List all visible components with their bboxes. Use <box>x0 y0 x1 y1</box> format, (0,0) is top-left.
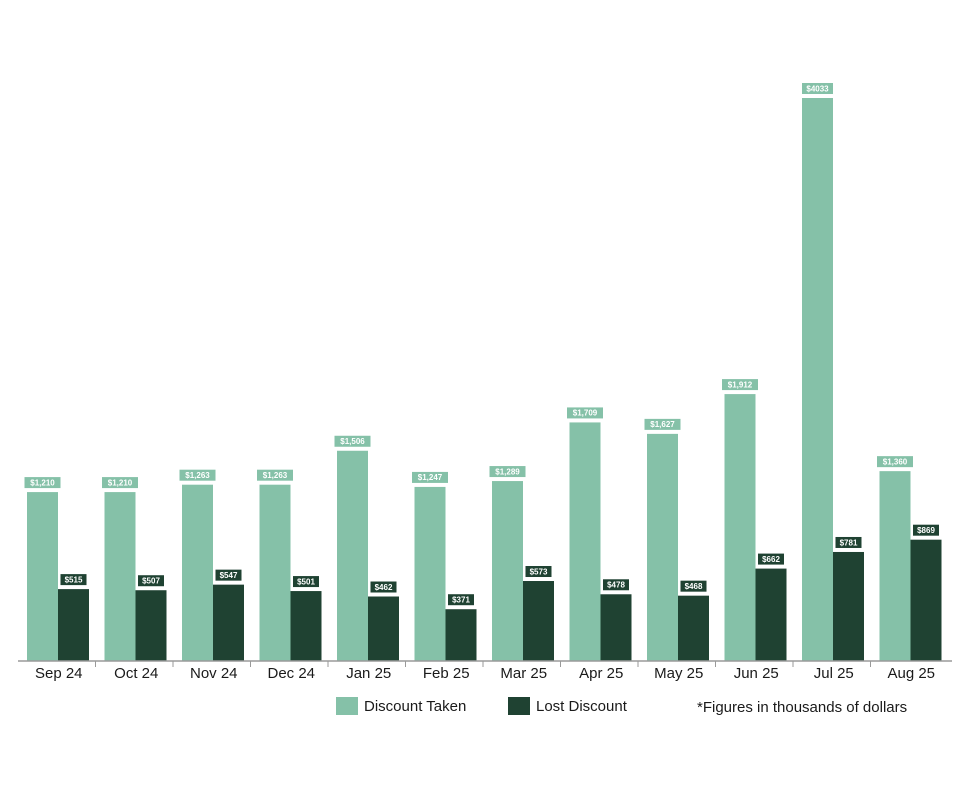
bar-lost-discount-apr-25 <box>600 594 632 661</box>
value-label-lost-discount-apr-25: $478 <box>607 581 625 590</box>
x-tick-label-jun-25: Jun 25 <box>734 665 779 682</box>
value-label-lost-discount-dec-24: $501 <box>297 577 315 586</box>
value-label-discount-taken-feb-25: $1,247 <box>418 473 443 482</box>
value-label-lost-discount-feb-25: $371 <box>452 596 470 605</box>
bar-lost-discount-jan-25 <box>368 596 399 661</box>
value-label-box-lost-discount-nov-24 <box>215 569 242 581</box>
value-label-lost-discount-jan-25: $462 <box>375 583 393 592</box>
bar-discount-taken-nov-24 <box>182 484 213 661</box>
value-label-box-lost-discount-may-25 <box>680 580 707 592</box>
value-label-box-discount-taken-nov-24 <box>179 469 216 481</box>
legend-swatch-discount-taken <box>336 697 358 715</box>
x-tick-label-jan-25: Jan 25 <box>346 665 391 682</box>
value-label-box-discount-taken-jun-25 <box>722 379 758 391</box>
legend-swatch-lost-discount <box>508 697 530 715</box>
bar-discount-taken-apr-25 <box>569 422 601 661</box>
value-label-box-discount-taken-may-25 <box>644 418 681 430</box>
value-label-lost-discount-mar-25: $573 <box>530 567 548 576</box>
value-label-box-lost-discount-apr-25 <box>603 579 629 591</box>
bar-lost-discount-nov-24 <box>213 584 244 661</box>
value-label-lost-discount-nov-24: $547 <box>220 571 238 580</box>
x-tick-label-sep-24: Sep 24 <box>35 665 83 682</box>
value-label-box-discount-taken-oct-24 <box>102 477 138 489</box>
value-label-discount-taken-dec-24: $1,263 <box>263 471 288 480</box>
value-label-box-lost-discount-jul-25 <box>835 536 862 548</box>
value-label-box-discount-taken-feb-25 <box>412 471 448 483</box>
x-tick-label-mar-25: Mar 25 <box>500 665 547 682</box>
bar-discount-taken-sep-24 <box>27 492 58 661</box>
value-label-box-discount-taken-jul-25 <box>802 83 833 94</box>
x-tick-label-feb-25: Feb 25 <box>423 665 470 682</box>
value-label-discount-taken-sep-24: $1,210 <box>30 478 55 487</box>
bar-lost-discount-jul-25 <box>833 551 864 661</box>
bar-discount-taken-jun-25 <box>724 394 756 661</box>
value-label-box-discount-taken-aug-25 <box>877 456 913 468</box>
x-ticks: Sep 24 Oct 24 Nov 24 Dec 24 Jan 25 Feb 25 Mar … <box>35 661 935 682</box>
x-tick-label-aug-25: Aug 25 <box>887 665 935 682</box>
value-label-box-lost-discount-sep-24 <box>60 574 87 586</box>
value-label-box-lost-discount-jun-25 <box>758 553 784 565</box>
value-label-box-discount-taken-dec-24 <box>257 469 293 481</box>
bar-lost-discount-feb-25 <box>445 609 477 661</box>
bar-lost-discount-dec-24 <box>290 591 322 661</box>
value-label-discount-taken-may-25: $1,627 <box>650 420 675 429</box>
x-tick-label-apr-25: Apr 25 <box>579 665 623 682</box>
value-label-discount-taken-jun-25: $1,912 <box>728 380 753 389</box>
bar-discount-taken-feb-25 <box>414 486 446 661</box>
bar-lost-discount-mar-25 <box>523 581 554 661</box>
value-label-box-lost-discount-mar-25 <box>525 566 552 578</box>
legend: Discount Taken Lost Discount <box>336 697 628 715</box>
value-label-discount-taken-apr-25: $1,709 <box>573 409 598 418</box>
bar-lost-discount-may-25 <box>678 595 709 661</box>
value-label-discount-taken-nov-24: $1,263 <box>185 471 210 480</box>
legend-label-lost-discount: Lost Discount <box>536 698 628 715</box>
value-label-box-discount-taken-mar-25 <box>489 466 526 478</box>
x-tick-label-nov-24: Nov 24 <box>190 665 238 682</box>
value-label-lost-discount-sep-24: $515 <box>65 575 83 584</box>
value-label-box-lost-discount-feb-25 <box>448 594 474 606</box>
value-label-discount-taken-oct-24: $1,210 <box>108 478 133 487</box>
value-label-lost-discount-jul-25: $781 <box>840 538 858 547</box>
bar-discount-taken-oct-24 <box>104 492 136 661</box>
x-tick-label-dec-24: Dec 24 <box>267 665 315 682</box>
x-tick-label-oct-24: Oct 24 <box>114 665 158 682</box>
value-label-lost-discount-may-25: $468 <box>685 582 703 591</box>
value-label-discount-taken-jul-25: $4033 <box>806 84 829 93</box>
value-label-box-lost-discount-jan-25 <box>370 581 397 593</box>
bars-layer: $1,210 $515 $1,210 $507 $1,263 $547 $1,263 $501… <box>24 83 942 661</box>
value-label-discount-taken-aug-25: $1,360 <box>883 457 908 466</box>
legend-label-discount-taken: Discount Taken <box>364 698 466 715</box>
bar-discount-taken-aug-25 <box>879 471 911 661</box>
x-tick-label-jul-25: Jul 25 <box>814 665 854 682</box>
bar-lost-discount-jun-25 <box>755 568 787 661</box>
value-label-discount-taken-jan-25: $1,506 <box>340 437 365 446</box>
value-label-box-lost-discount-oct-24 <box>138 575 164 587</box>
bar-lost-discount-aug-25 <box>910 539 942 661</box>
value-label-lost-discount-aug-25: $869 <box>917 526 935 535</box>
value-label-discount-taken-mar-25: $1,289 <box>495 467 520 476</box>
value-label-lost-discount-oct-24: $507 <box>142 577 160 586</box>
bar-discount-taken-mar-25 <box>492 481 523 661</box>
value-label-box-lost-discount-aug-25 <box>913 524 939 536</box>
value-label-lost-discount-jun-25: $662 <box>762 555 780 564</box>
bar-discount-taken-jan-25 <box>337 450 368 661</box>
value-label-box-discount-taken-jan-25 <box>334 435 371 447</box>
bar-lost-discount-sep-24 <box>58 589 89 661</box>
bar-lost-discount-oct-24 <box>135 590 167 661</box>
bar-discount-taken-dec-24 <box>259 484 291 661</box>
value-label-box-lost-discount-dec-24 <box>293 576 319 588</box>
bar-discount-taken-jul-25 <box>802 98 833 661</box>
value-label-box-discount-taken-sep-24 <box>24 477 61 489</box>
x-tick-label-may-25: May 25 <box>654 665 703 682</box>
figures-note: *Figures in thousands of dollars <box>697 699 907 716</box>
value-label-box-discount-taken-apr-25 <box>567 407 603 419</box>
bar-discount-taken-may-25 <box>647 433 678 661</box>
